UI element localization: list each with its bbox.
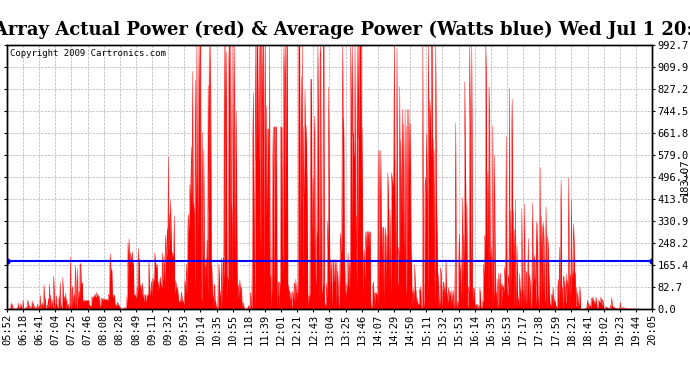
Text: 183.07: 183.07 bbox=[680, 158, 690, 196]
Text: Copyright 2009 Cartronics.com: Copyright 2009 Cartronics.com bbox=[10, 49, 166, 58]
Text: East Array Actual Power (red) & Average Power (Watts blue) Wed Jul 1 20:12: East Array Actual Power (red) & Average … bbox=[0, 21, 690, 39]
